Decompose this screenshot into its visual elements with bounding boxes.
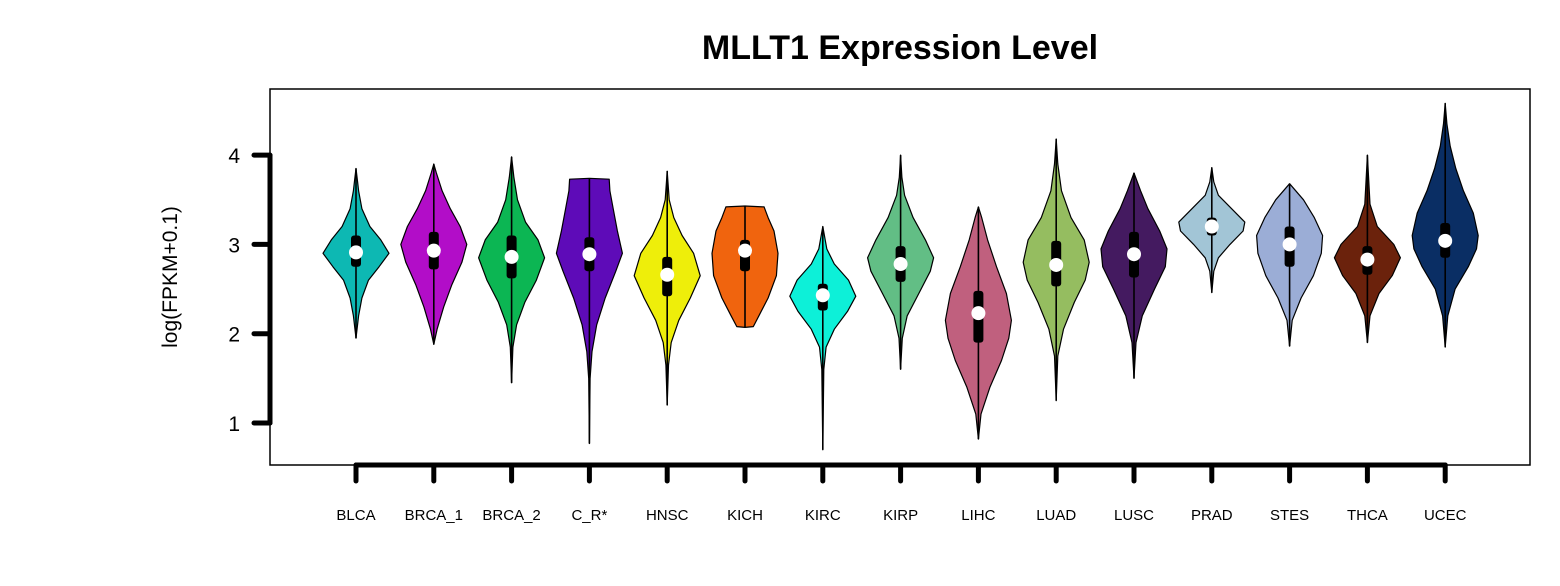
x-tick-label: LIHC [961, 507, 995, 524]
violin-median-point [1360, 252, 1375, 267]
y-tick-label: 4 [228, 145, 240, 168]
x-tick-label: THCA [1347, 507, 1388, 524]
y-axis: 1 2 3 4 [228, 145, 273, 436]
violin-median-point [738, 243, 752, 258]
x-tick-label: KICH [727, 507, 763, 524]
chart-title: MLLT1 Expression Level [702, 29, 1098, 67]
violin-median-point [1127, 247, 1141, 262]
violin-median-point [971, 306, 986, 321]
x-tick-label: BLCA [336, 507, 375, 524]
x-tick-label: C_R* [571, 507, 607, 524]
violin-median-point [426, 243, 441, 258]
y-tick-label: 1 [228, 413, 240, 436]
x-tick-label: BRCA_2 [482, 507, 540, 524]
x-tick-label: KIRC [805, 507, 841, 524]
x-tick-labels: BLCA BRCA_1 BRCA_2 C_R* HNSC KICH KIRC KIRP LIHC… [336, 507, 1466, 524]
x-tick-label: KIRP [883, 507, 918, 524]
violin-median-point [1049, 257, 1064, 272]
violin-median-point [660, 267, 675, 282]
violin-median-point [815, 288, 830, 303]
violin-median-point [349, 245, 363, 260]
x-axis [353, 462, 1448, 484]
violin-median-point [1438, 233, 1453, 248]
violin-median-point [504, 249, 519, 264]
y-tick-label: 2 [228, 324, 240, 347]
violins [322, 102, 1479, 451]
x-tick-label: LUAD [1036, 507, 1076, 524]
x-tick-label: STES [1270, 507, 1309, 524]
x-tick-label: UCEC [1424, 507, 1467, 524]
violin-median-point [1204, 219, 1219, 234]
violin-median-point [582, 247, 597, 262]
x-tick-label: LUSC [1114, 507, 1154, 524]
x-tick-label: HNSC [646, 507, 689, 524]
violin-median-point [1282, 237, 1297, 252]
x-tick-label: PRAD [1191, 507, 1233, 524]
violin-median-point [893, 257, 908, 272]
x-tick-label: BRCA_1 [405, 507, 463, 524]
y-tick-label: 3 [228, 234, 240, 257]
y-axis-label: log(FPKM+0.1) [159, 206, 182, 348]
